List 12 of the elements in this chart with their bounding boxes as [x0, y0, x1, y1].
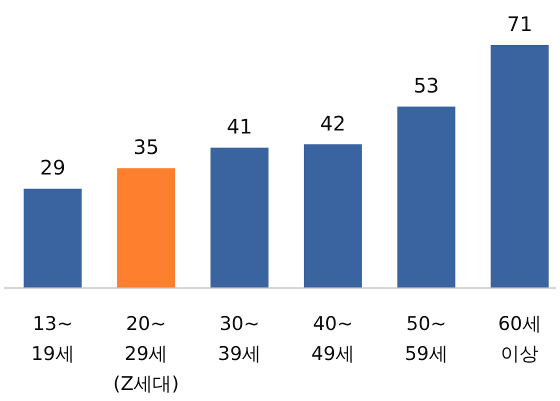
- x-tick-label: 30~ 39세: [218, 313, 262, 365]
- data-label: 42: [320, 111, 346, 136]
- data-label: 53: [414, 74, 440, 98]
- data-label: 41: [226, 114, 252, 139]
- x-tick-label: 60세 이상: [498, 313, 542, 365]
- x-tick-label: 13~ 19세: [31, 313, 74, 365]
- data-label: 35: [133, 135, 159, 160]
- data-label: 71: [506, 12, 532, 36]
- data-label: 29: [40, 156, 66, 180]
- x-tick-label: 40~ 49세: [311, 313, 354, 365]
- x-tick-label: 50~ 59세: [404, 313, 448, 365]
- x-tick-label: 20~ 29세 (Z세대): [113, 313, 180, 395]
